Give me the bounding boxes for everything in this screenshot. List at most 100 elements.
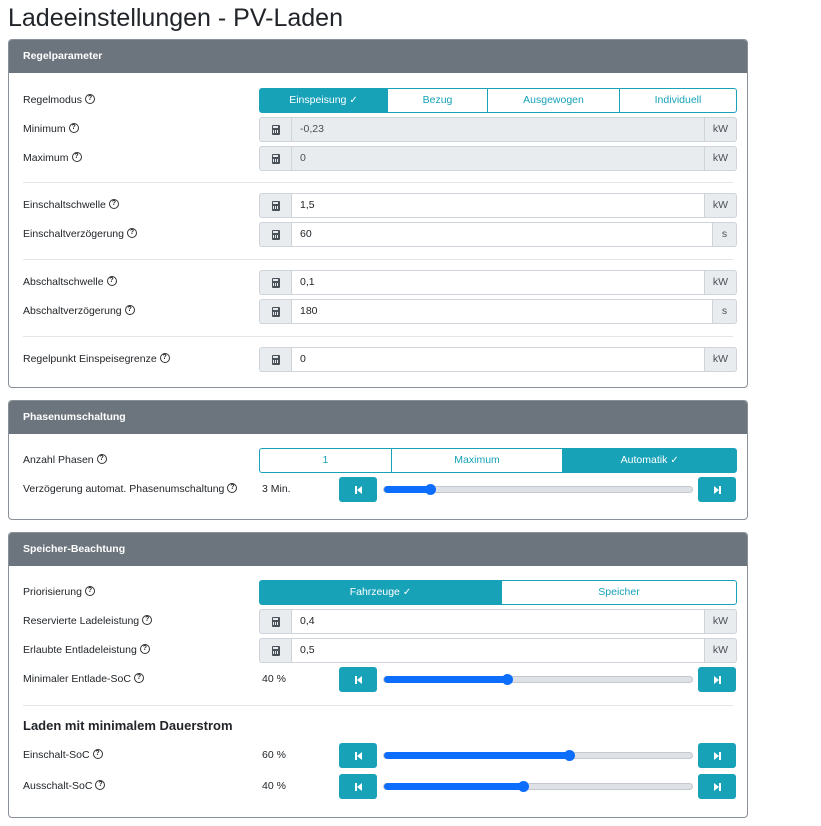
question-circle-icon[interactable]: ? bbox=[72, 152, 82, 162]
regelmodus-option-bezug[interactable]: Bezug bbox=[387, 88, 488, 113]
step-forward-button[interactable] bbox=[698, 774, 736, 799]
regelpunkt-input[interactable]: 0 bbox=[291, 347, 705, 372]
erlaubte-entladeleistung-input[interactable]: 0,5 bbox=[291, 638, 705, 663]
maximum-row: Maximum? 0 kW bbox=[9, 146, 747, 171]
slider-thumb[interactable] bbox=[564, 750, 575, 761]
question-circle-icon[interactable]: ? bbox=[85, 586, 95, 596]
abschaltverzoegerung-label: Abschaltverzögerung bbox=[23, 305, 122, 317]
slider-fill bbox=[384, 783, 523, 790]
einschalt-soc-label: Einschalt-SoC bbox=[23, 749, 90, 761]
maximum-input: 0 bbox=[291, 146, 705, 171]
regelmodus-label: Regelmodus bbox=[23, 94, 82, 106]
range-slider[interactable] bbox=[383, 486, 693, 493]
regelpunkt-input-group: 0 kW bbox=[259, 347, 737, 372]
abschaltschwelle-input[interactable]: 0,1 bbox=[291, 270, 705, 295]
divider bbox=[23, 336, 733, 337]
step-back-button[interactable] bbox=[339, 667, 377, 692]
calculator-icon[interactable] bbox=[259, 299, 291, 324]
erlaubte-entladeleistung-row: Erlaubte Entladeleistung? 0,5 kW bbox=[9, 638, 747, 663]
abschaltschwelle-label: Abschaltschwelle bbox=[23, 276, 104, 288]
anzahl-phasen-row: Anzahl Phasen? 1 Maximum Automatik ✓ bbox=[9, 448, 747, 473]
calculator-icon[interactable] bbox=[259, 638, 291, 663]
question-circle-icon[interactable]: ? bbox=[134, 673, 144, 683]
phasen-option-maximum[interactable]: Maximum bbox=[391, 448, 564, 473]
step-back-button[interactable] bbox=[339, 743, 377, 768]
slider-thumb[interactable] bbox=[502, 674, 513, 685]
einschalt-soc-row: Einschalt-SoC? 60 % bbox=[9, 743, 747, 768]
question-circle-icon[interactable]: ? bbox=[107, 276, 117, 286]
einschaltschwelle-label: Einschaltschwelle bbox=[23, 199, 106, 211]
range-slider[interactable] bbox=[383, 676, 693, 683]
einschaltverzoegerung-input[interactable]: 60 bbox=[291, 222, 713, 247]
calculator-icon[interactable] bbox=[259, 193, 291, 218]
slider-fill bbox=[384, 676, 507, 683]
step-forward-button[interactable] bbox=[698, 667, 736, 692]
verzoegerung-label: Verzögerung automat. Phasenumschaltung bbox=[23, 483, 224, 495]
unit-label: s bbox=[713, 222, 737, 247]
question-circle-icon[interactable]: ? bbox=[142, 615, 152, 625]
question-circle-icon[interactable]: ? bbox=[140, 644, 150, 654]
slider-thumb[interactable] bbox=[518, 781, 529, 792]
ausschalt-soc-row: Ausschalt-SoC? 40 % bbox=[9, 774, 747, 799]
calculator-icon[interactable] bbox=[259, 270, 291, 295]
question-circle-icon[interactable]: ? bbox=[93, 749, 103, 759]
question-circle-icon[interactable]: ? bbox=[227, 483, 237, 493]
card-header: Speicher-Beachtung bbox=[9, 533, 747, 566]
calculator-icon[interactable] bbox=[259, 347, 291, 372]
question-circle-icon[interactable]: ? bbox=[125, 305, 135, 315]
question-circle-icon[interactable]: ? bbox=[160, 353, 170, 363]
regelmodus-option-einspeisung[interactable]: Einspeisung ✓ bbox=[259, 88, 388, 113]
check-icon: ✓ bbox=[670, 449, 678, 472]
minimum-input-group: -0,23 kW bbox=[259, 117, 737, 142]
unit-label: kW bbox=[705, 638, 737, 663]
minimum-row: Minimum? -0,23 kW bbox=[9, 117, 747, 142]
min-entlade-soc-label: Minimaler Entlade-SoC bbox=[23, 673, 131, 685]
phasen-option-automatik[interactable]: Automatik ✓ bbox=[562, 448, 737, 473]
unit-label: s bbox=[713, 299, 737, 324]
question-circle-icon[interactable]: ? bbox=[85, 94, 95, 104]
regelmodus-option-ausgewogen[interactable]: Ausgewogen bbox=[487, 88, 620, 113]
maximum-input-group: 0 kW bbox=[259, 146, 737, 171]
abschaltschwelle-input-group: 0,1 kW bbox=[259, 270, 737, 295]
priorisierung-button-group: Fahrzeuge ✓ Speicher bbox=[259, 580, 737, 605]
einschaltverzoegerung-row: Einschaltverzögerung? 60 s bbox=[9, 222, 747, 247]
einschaltverzoegerung-input-group: 60 s bbox=[259, 222, 737, 247]
range-slider[interactable] bbox=[383, 783, 693, 790]
question-circle-icon[interactable]: ? bbox=[69, 123, 79, 133]
skip-forward-icon bbox=[714, 676, 721, 684]
question-circle-icon[interactable]: ? bbox=[95, 780, 105, 790]
abschaltverzoegerung-row: Abschaltverzögerung? 180 s bbox=[9, 299, 747, 324]
reservierte-ladeleistung-input[interactable]: 0,4 bbox=[291, 609, 705, 634]
regelmodus-row: Regelmodus? Einspeisung ✓ Bezug Ausgewoge… bbox=[9, 88, 747, 113]
calculator-icon[interactable] bbox=[259, 609, 291, 634]
range-value: 3 Min. bbox=[262, 477, 291, 502]
divider bbox=[23, 182, 733, 183]
dauerstrom-heading: Laden mit minimalem Dauerstrom bbox=[23, 718, 233, 733]
step-back-button[interactable] bbox=[339, 774, 377, 799]
einschaltschwelle-input[interactable]: 1,5 bbox=[291, 193, 705, 218]
range-slider[interactable] bbox=[383, 752, 693, 759]
question-circle-icon[interactable]: ? bbox=[97, 454, 107, 464]
step-forward-button[interactable] bbox=[698, 477, 736, 502]
phasen-option-1[interactable]: 1 bbox=[259, 448, 392, 473]
question-circle-icon[interactable]: ? bbox=[109, 199, 119, 209]
skip-back-icon bbox=[355, 783, 362, 791]
reservierte-ladeleistung-row: Reservierte Ladeleistung? 0,4 kW bbox=[9, 609, 747, 634]
skip-back-icon bbox=[355, 486, 362, 494]
regelmodus-option-individuell[interactable]: Individuell bbox=[619, 88, 737, 113]
abschaltverzoegerung-input-group: 180 s bbox=[259, 299, 737, 324]
step-forward-button[interactable] bbox=[698, 743, 736, 768]
reservierte-ladeleistung-input-group: 0,4 kW bbox=[259, 609, 737, 634]
einschaltschwelle-row: Einschaltschwelle? 1,5 kW bbox=[9, 193, 747, 218]
prio-option-speicher[interactable]: Speicher bbox=[501, 580, 737, 605]
calculator-icon[interactable] bbox=[259, 222, 291, 247]
question-circle-icon[interactable]: ? bbox=[127, 228, 137, 238]
regelpunkt-row: Regelpunkt Einspeisegrenze? 0 kW bbox=[9, 347, 747, 372]
unit-label: kW bbox=[705, 193, 737, 218]
slider-fill bbox=[384, 486, 430, 493]
phasenumschaltung-card: Phasenumschaltung Anzahl Phasen? 1 Maxim… bbox=[8, 400, 748, 520]
prio-option-fahrzeuge[interactable]: Fahrzeuge ✓ bbox=[259, 580, 502, 605]
step-back-button[interactable] bbox=[339, 477, 377, 502]
abschaltverzoegerung-input[interactable]: 180 bbox=[291, 299, 713, 324]
slider-thumb[interactable] bbox=[425, 484, 436, 495]
